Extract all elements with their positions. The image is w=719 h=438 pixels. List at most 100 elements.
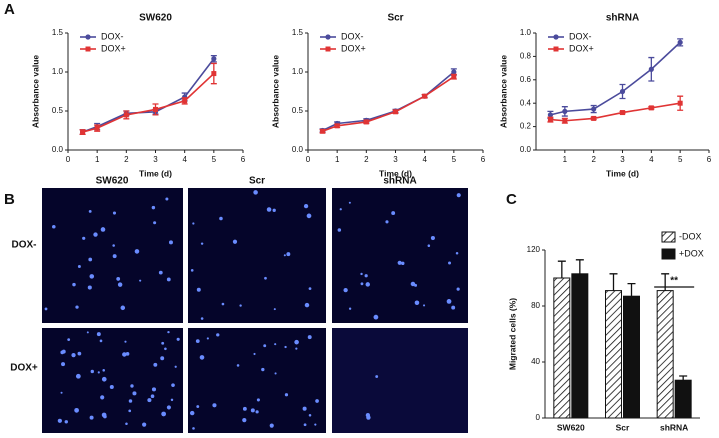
x-tick-label: 1 [563, 155, 568, 164]
cell-nucleus [174, 365, 177, 368]
cell-nucleus [391, 211, 396, 216]
micrograph [332, 188, 468, 323]
legend-label: -DOX [679, 231, 702, 241]
y-tick-label: 40 [531, 357, 540, 366]
y-axis-label: Absorbance value [498, 55, 508, 128]
cell-nucleus [112, 244, 115, 247]
micrographs [42, 188, 468, 433]
cell-nucleus [124, 340, 127, 343]
row-label: DOX+ [10, 363, 38, 374]
series-line [82, 72, 215, 133]
cell-nucleus [125, 351, 130, 356]
data-point [451, 74, 457, 80]
error-bar [661, 273, 670, 291]
cell-nucleus [303, 203, 309, 209]
cell-nucleus [302, 406, 307, 411]
cell-nucleus [117, 282, 123, 287]
cell-nucleus [101, 376, 107, 382]
cell-nucleus [67, 338, 71, 341]
cell-nucleus [99, 339, 103, 343]
x-tick-label: 6 [707, 155, 712, 164]
data-point [123, 112, 129, 118]
cell-nucleus [339, 208, 342, 211]
cell-nucleus [82, 236, 86, 240]
cell-nucleus [236, 364, 240, 367]
x-tick-label: 4 [649, 155, 654, 164]
data-point [648, 66, 654, 72]
cell-nucleus [219, 216, 223, 221]
cell-nucleus [375, 375, 379, 378]
cell-nucleus [103, 414, 107, 419]
cell-nucleus [88, 257, 93, 262]
cell-nucleus [57, 418, 62, 423]
x-tick-label: 0 [66, 155, 71, 164]
cell-nucleus [360, 282, 364, 286]
cell-nucleus [348, 201, 351, 204]
legend-label: DOX- [341, 31, 364, 41]
cell-nucleus [167, 330, 170, 334]
data-point [94, 125, 100, 131]
bar [571, 273, 589, 419]
cell-nucleus [75, 305, 79, 309]
data-point [591, 106, 597, 112]
cell-nucleus [128, 409, 132, 413]
cell-nucleus [151, 387, 157, 392]
legend-label: DOX+ [569, 43, 594, 53]
data-point [591, 115, 597, 121]
data-point [547, 117, 553, 123]
cell-nucleus [385, 220, 389, 224]
cell-nucleus [72, 282, 76, 287]
legend-label: DOX- [101, 31, 124, 41]
cell-nucleus [93, 232, 98, 237]
cell-nucleus [44, 307, 48, 311]
data-point [422, 93, 428, 99]
bar [605, 290, 622, 419]
cell-nucleus [200, 317, 204, 320]
cell-nucleus [261, 367, 265, 372]
x-tick-label: 5 [678, 155, 683, 164]
x-tick-label: 1 [335, 155, 340, 164]
cell-nucleus [112, 211, 117, 215]
cell-nucleus [128, 399, 133, 403]
micrograph [42, 328, 183, 433]
cell-nucleus [221, 302, 225, 306]
y-axis-label: Migrated cells (%) [507, 298, 517, 370]
y-tick-label: 0.0 [520, 145, 532, 154]
cell-nucleus [401, 261, 405, 266]
panel-label: B [4, 191, 15, 208]
cell-nucleus [253, 352, 256, 356]
cell-nucleus [125, 422, 128, 426]
bar [656, 290, 674, 419]
cell-nucleus [77, 351, 82, 356]
cell-nucleus [304, 302, 310, 308]
data-point [562, 118, 568, 124]
cell-nucleus [397, 260, 402, 265]
data-point [648, 105, 654, 111]
x-tick-label: 5 [212, 155, 217, 164]
cell-nucleus [303, 423, 307, 427]
significance-mark: ** [670, 276, 678, 287]
data-point [320, 128, 326, 134]
legend-marker [85, 46, 91, 52]
cell-nucleus [165, 197, 169, 201]
x-tick-label: 6 [481, 155, 486, 164]
cell-nucleus [448, 261, 452, 265]
y-tick-label: 1.0 [520, 28, 532, 37]
cell-nucleus [255, 410, 259, 414]
cell-nucleus [61, 362, 66, 367]
y-tick-label: 1.5 [52, 28, 64, 37]
cell-nucleus [272, 208, 276, 212]
bar [553, 277, 571, 419]
series-line [322, 71, 455, 132]
legend-marker [553, 34, 559, 40]
cell-nucleus [122, 352, 127, 357]
legend-label: DOX+ [341, 43, 366, 53]
y-tick-label: 0.0 [52, 145, 64, 154]
cell-nucleus [286, 252, 291, 257]
cell-nucleus [77, 265, 81, 269]
data-point [211, 56, 217, 62]
cell-nucleus [60, 350, 65, 355]
bar [674, 379, 692, 419]
data-point [547, 112, 554, 118]
column-label: shRNA [383, 176, 416, 187]
